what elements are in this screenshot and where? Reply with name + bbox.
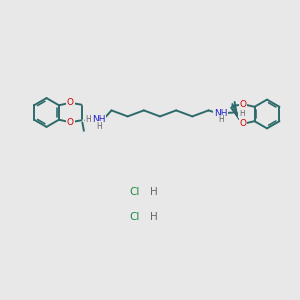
Text: H: H bbox=[150, 212, 158, 223]
Text: O: O bbox=[67, 118, 74, 127]
Text: O: O bbox=[240, 119, 247, 128]
Text: Cl: Cl bbox=[130, 187, 140, 197]
Text: H: H bbox=[150, 187, 158, 197]
Text: O: O bbox=[240, 100, 247, 109]
Text: Cl: Cl bbox=[130, 212, 140, 223]
Text: NH: NH bbox=[92, 115, 106, 124]
Text: H: H bbox=[97, 122, 102, 131]
Text: H: H bbox=[239, 109, 245, 118]
Text: O: O bbox=[67, 98, 74, 107]
Text: H: H bbox=[218, 115, 224, 124]
Text: H: H bbox=[85, 115, 91, 124]
Text: NH: NH bbox=[214, 109, 227, 118]
